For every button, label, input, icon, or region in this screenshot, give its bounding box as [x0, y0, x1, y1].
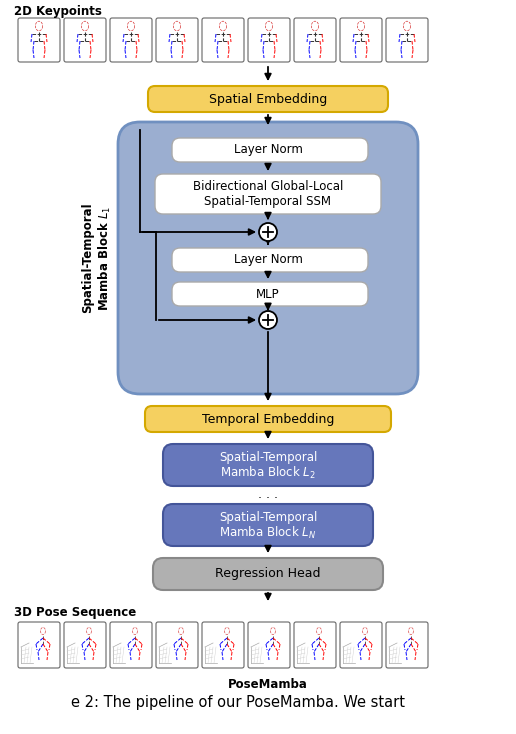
FancyBboxPatch shape — [248, 18, 290, 62]
Text: 2D Keypoints: 2D Keypoints — [14, 5, 102, 18]
Text: Temporal Embedding: Temporal Embedding — [202, 413, 334, 426]
FancyBboxPatch shape — [386, 18, 428, 62]
FancyBboxPatch shape — [163, 504, 373, 546]
FancyBboxPatch shape — [110, 622, 152, 668]
FancyBboxPatch shape — [202, 18, 244, 62]
Text: MLP: MLP — [256, 288, 280, 300]
Text: Spatial-Temporal: Spatial-Temporal — [219, 511, 317, 523]
FancyBboxPatch shape — [172, 282, 368, 306]
FancyBboxPatch shape — [340, 18, 382, 62]
Circle shape — [259, 311, 277, 329]
FancyBboxPatch shape — [156, 622, 198, 668]
Text: 3D Pose Sequence: 3D Pose Sequence — [14, 606, 136, 619]
Text: Bidirectional Global-Local: Bidirectional Global-Local — [193, 181, 343, 194]
FancyBboxPatch shape — [386, 622, 428, 668]
Text: Spatial Embedding: Spatial Embedding — [209, 92, 327, 106]
FancyBboxPatch shape — [172, 248, 368, 272]
Text: e 2: The pipeline of our PoseMamba. We start: e 2: The pipeline of our PoseMamba. We s… — [71, 695, 405, 710]
FancyBboxPatch shape — [248, 622, 290, 668]
Text: Spatial-Temporal SSM: Spatial-Temporal SSM — [204, 195, 331, 208]
Text: Regression Head: Regression Head — [215, 567, 321, 581]
FancyBboxPatch shape — [156, 18, 198, 62]
FancyBboxPatch shape — [155, 174, 381, 214]
Text: Mamba Block $L_2$: Mamba Block $L_2$ — [220, 465, 316, 481]
FancyBboxPatch shape — [294, 18, 336, 62]
Text: Layer Norm: Layer Norm — [234, 253, 302, 266]
FancyBboxPatch shape — [64, 18, 106, 62]
Circle shape — [259, 223, 277, 241]
Text: PoseMamba: PoseMamba — [228, 678, 308, 691]
FancyBboxPatch shape — [202, 622, 244, 668]
Text: Spatial-Temporal
Mamba Block $L_1$: Spatial-Temporal Mamba Block $L_1$ — [82, 203, 113, 313]
FancyBboxPatch shape — [118, 122, 418, 394]
FancyBboxPatch shape — [110, 18, 152, 62]
FancyBboxPatch shape — [340, 622, 382, 668]
FancyBboxPatch shape — [145, 406, 391, 432]
FancyBboxPatch shape — [64, 622, 106, 668]
Text: Spatial-Temporal: Spatial-Temporal — [219, 451, 317, 463]
Text: . . .: . . . — [258, 487, 278, 501]
FancyBboxPatch shape — [18, 622, 60, 668]
FancyBboxPatch shape — [18, 18, 60, 62]
Text: Layer Norm: Layer Norm — [234, 144, 302, 156]
FancyBboxPatch shape — [172, 138, 368, 162]
FancyBboxPatch shape — [153, 558, 383, 590]
FancyBboxPatch shape — [294, 622, 336, 668]
FancyBboxPatch shape — [163, 444, 373, 486]
FancyBboxPatch shape — [148, 86, 388, 112]
Text: Mamba Block $L_N$: Mamba Block $L_N$ — [219, 525, 317, 541]
